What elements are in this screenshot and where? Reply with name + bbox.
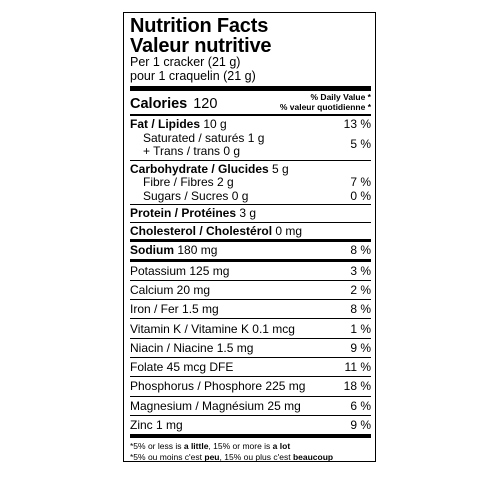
sugars-row: Sugars / Sucres 0 g 0 %	[130, 188, 371, 204]
nutrient-label: Vitamin K / Vitamine K 0.1 mcg	[130, 321, 295, 336]
fat-row: Fat / Lipides 10 g 13 %	[130, 117, 371, 132]
nutrient-row-phosphorus: Phosphorus / Phosphore 225 mg 18 %	[130, 377, 371, 397]
nutrient-dv: 9 %	[350, 340, 371, 355]
nutrient-dv: 1 %	[350, 321, 371, 336]
saturated-label: Saturated / saturés 1 g	[143, 130, 265, 145]
cholesterol-label: Cholesterol / Cholestérol	[130, 223, 273, 238]
fibre-dv: 7 %	[350, 175, 371, 189]
trans-row: + Trans / trans 0 g 5 %	[130, 137, 371, 159]
thick-divider	[130, 86, 371, 91]
nutrient-dv: 2 %	[350, 282, 371, 297]
title-en: Nutrition Facts	[130, 15, 269, 37]
nutrient-row-niacin: Niacin / Niacine 1.5 mg 9 %	[130, 339, 371, 358]
sodium-row: Sodium 180 mg 8 %	[130, 242, 371, 262]
medium-divider	[130, 114, 371, 116]
trans-label: + Trans / trans 0 g	[143, 144, 241, 158]
nutrient-label: Folate 45 mcg DFE	[130, 360, 234, 375]
fat-label: Fat / Lipides	[130, 117, 201, 131]
nutrient-dv: 9 %	[350, 418, 371, 433]
cholesterol-amount: 0 mg	[275, 223, 303, 238]
protein-label: Protein / Protéines	[130, 206, 237, 220]
nutrient-row-zinc: Zinc 1 mg 9 %	[130, 416, 371, 439]
nutrient-label: Zinc 1 mg	[130, 418, 183, 433]
protein-row: Protein / Protéines 3 g	[130, 205, 371, 223]
nutrient-row-calcium: Calcium 20 mg 2 %	[130, 281, 371, 301]
sodium-amount: 180 mg	[177, 243, 218, 257]
serving-size-en: Per 1 cracker (21 g)	[130, 55, 241, 69]
carbohydrate-group: Carbohydrate / Glucides 5 g Fibre / Fibr…	[130, 161, 371, 205]
carbohydrate-row: Carbohydrate / Glucides 5 g	[130, 161, 371, 177]
nutrient-row-magnesium: Magnesium / Magnésium 25 mg 6 %	[130, 397, 371, 416]
fibre-label: Fibre / Fibres 2 g	[143, 175, 234, 189]
nutrient-label: Niacin / Niacine 1.5 mg	[130, 340, 254, 355]
protein-amount: 3 g	[239, 206, 257, 220]
sat-trans-dv: 5 %	[350, 137, 371, 151]
fibre-row: Fibre / Fibres 2 g 7 %	[130, 175, 371, 190]
footnote-en: *5% or less is a little, 15% or more is …	[130, 441, 291, 452]
daily-value-header-en: % Daily Value *	[310, 92, 371, 102]
footnote-fr: *5% ou moins c'est peu, 15% ou plus c'es…	[130, 451, 334, 462]
daily-value-header: % Daily Value * % valeur quotidienne *	[279, 92, 371, 112]
footnote: *5% or less is a little, 15% or more is …	[130, 438, 371, 462]
daily-value-header-fr: % valeur quotidienne *	[279, 101, 371, 112]
fat-amount: 10 g	[203, 117, 227, 131]
fat-dv: 13 %	[343, 117, 371, 131]
nutrient-label: Iron / Fer 1.5 mg	[130, 302, 219, 317]
serving-size-fr: pour 1 craquelin (21 g)	[130, 68, 256, 83]
nutrient-dv: 3 %	[350, 263, 371, 278]
calories-value: 120	[193, 96, 218, 112]
nutrient-row-iron: Iron / Fer 1.5 mg 8 %	[130, 300, 371, 320]
saturated-row: Saturated / saturés 1 g	[130, 130, 371, 146]
sugars-label: Sugars / Sucres 0 g	[143, 188, 249, 203]
sodium-label: Sodium	[130, 243, 174, 257]
calories-row: Calories 120 % Daily Value * % valeur quo…	[130, 91, 371, 112]
sugars-dv: 0 %	[350, 188, 371, 203]
nutrient-label: Phosphorus / Phosphore 225 mg	[130, 379, 306, 394]
nutrient-dv: 18 %	[343, 379, 371, 394]
nutrient-row-vitamin-k: Vitamin K / Vitamine K 0.1 mcg 1 %	[130, 319, 371, 339]
nutrient-dv: 8 %	[350, 302, 371, 317]
nutrient-label: Calcium 20 mg	[130, 282, 211, 297]
nutrient-dv: 11 %	[344, 360, 371, 375]
nutrient-dv: 6 %	[350, 398, 371, 413]
nutrient-label: Potassium 125 mg	[130, 263, 230, 278]
nutrient-label: Magnesium / Magnésium 25 mg	[130, 398, 301, 413]
carbohydrate-label: Carbohydrate / Glucides	[130, 161, 269, 176]
title-fr: Valeur nutritive	[130, 35, 272, 57]
calories-label: Calories	[130, 96, 188, 112]
cholesterol-row: Cholesterol / Cholestérol 0 mg	[130, 223, 371, 242]
sodium-dv: 8 %	[350, 243, 371, 257]
vitamins-minerals-list: Potassium 125 mg 3 % Calcium 20 mg 2 % Iro…	[130, 262, 371, 439]
nutrient-row-folate: Folate 45 mcg DFE 11 %	[130, 358, 371, 378]
calories: Calories 120	[130, 96, 217, 112]
carbohydrate-amount: 5 g	[272, 161, 289, 176]
fat-group: Fat / Lipides 10 g 13 % Saturated / satu…	[130, 116, 371, 161]
nutrient-row-potassium: Potassium 125 mg 3 %	[130, 262, 371, 281]
nutrition-facts-panel: Nutrition Facts Valeur nutritive Per 1 c…	[123, 12, 376, 462]
